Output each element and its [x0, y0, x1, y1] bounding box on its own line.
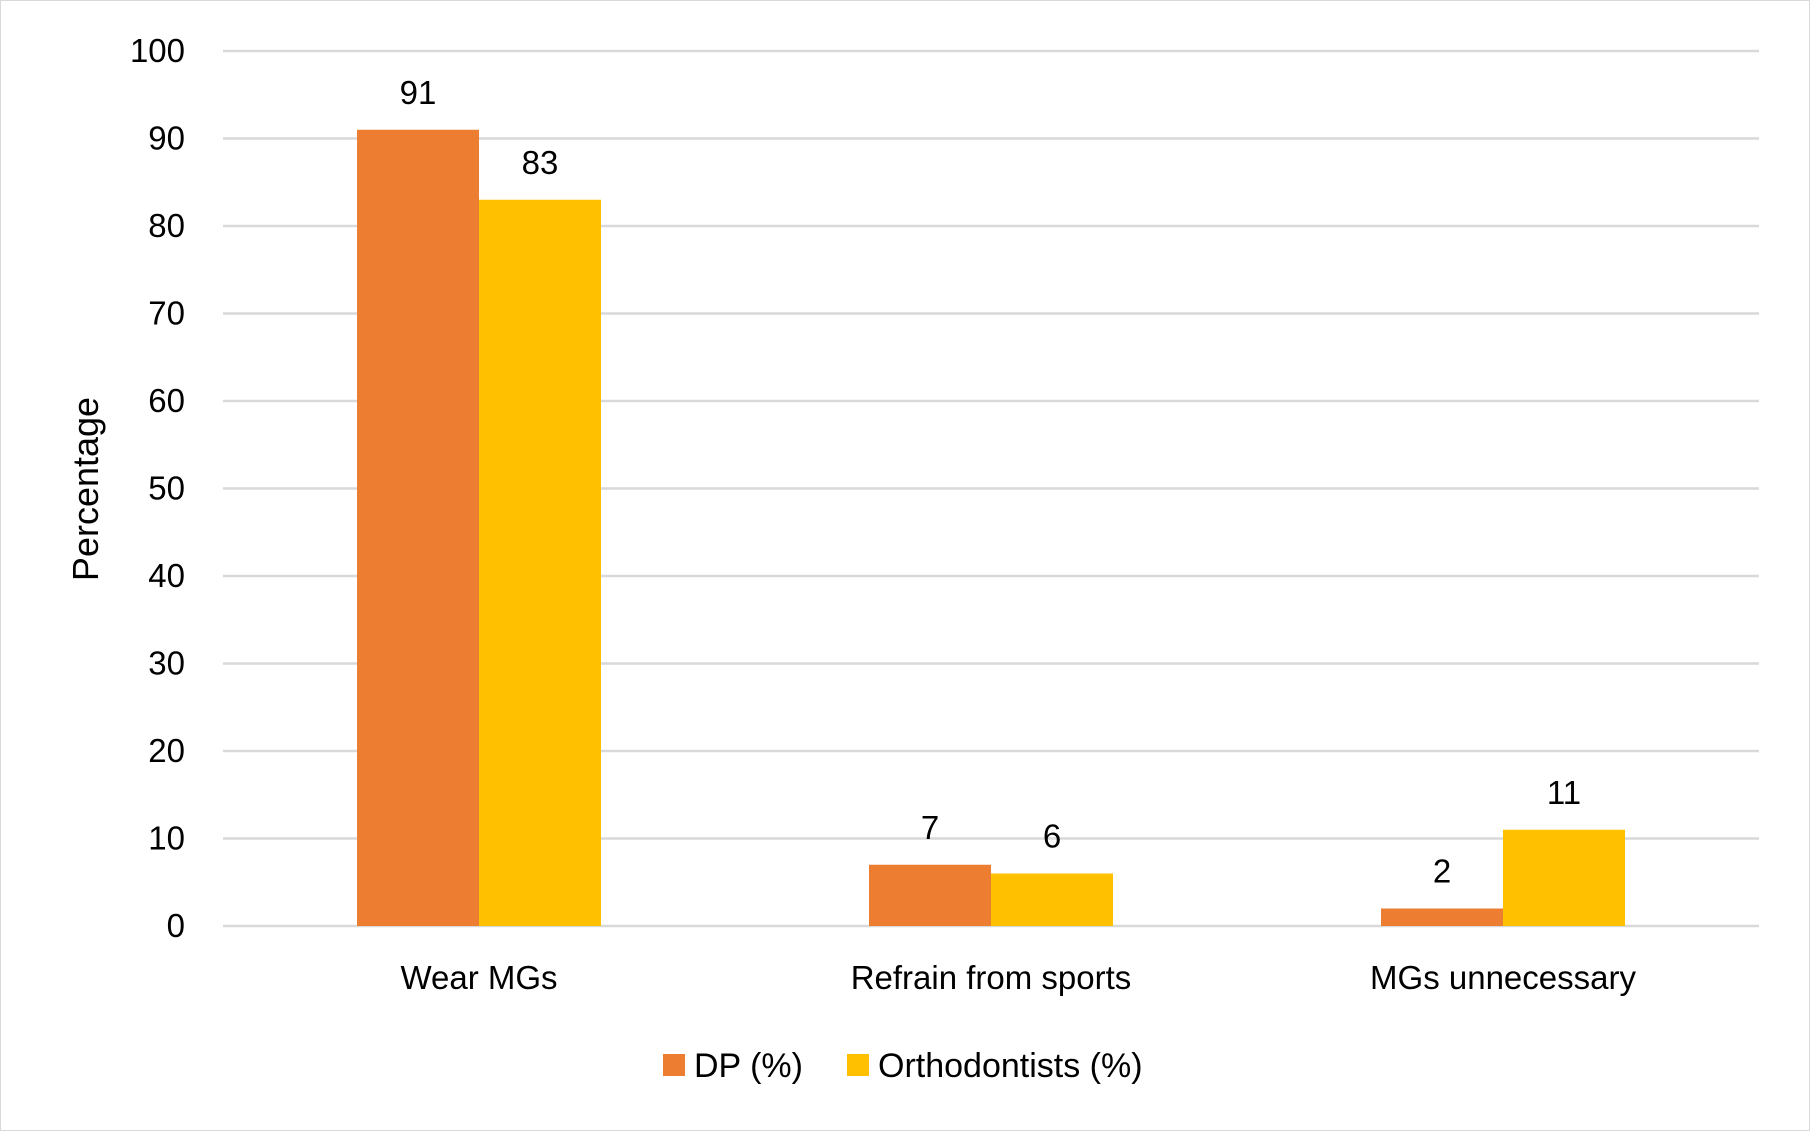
data-label-dp-0: 91	[400, 74, 437, 111]
data-labels: 91 83 7 6 2 11	[400, 74, 1581, 890]
legend-swatch-dp	[663, 1054, 685, 1076]
y-tick-label-80: 80	[148, 207, 185, 244]
data-label-dp-1: 7	[921, 809, 939, 846]
data-label-dp-2: 2	[1433, 853, 1451, 890]
x-tick-label-2: MGs unnecessary	[1370, 959, 1636, 996]
bar-dp-1	[869, 864, 991, 926]
bar-orthodontists-0	[479, 199, 601, 926]
x-tick-label-1: Refrain from sports	[851, 959, 1132, 996]
y-tick-label-0: 0	[167, 907, 185, 944]
legend: DP (%) Orthodontists (%)	[663, 1047, 1143, 1085]
y-tick-label-50: 50	[148, 470, 185, 507]
y-axis-ticks: 0 10 20 30 40 50 60 70 80 90 100	[130, 32, 185, 944]
y-tick-label-70: 70	[148, 295, 185, 332]
bar-orthodontists-1	[991, 873, 1113, 926]
y-tick-label-30: 30	[148, 645, 185, 682]
y-tick-label-100: 100	[130, 32, 185, 69]
bar-dp-0	[357, 129, 479, 926]
data-label-orthodontists-2: 11	[1547, 774, 1581, 811]
x-axis-ticks: Wear MGs Refrain from sports MGs unnecessa…	[400, 959, 1636, 996]
legend-label-orthodontists: Orthodontists (%)	[878, 1047, 1143, 1085]
y-axis-title: Percentage	[65, 397, 106, 581]
y-tick-label-20: 20	[148, 732, 185, 769]
legend-swatch-orthodontists	[847, 1054, 869, 1076]
legend-label-dp: DP (%)	[694, 1047, 803, 1085]
y-tick-label-10: 10	[148, 820, 185, 857]
y-tick-label-60: 60	[148, 382, 185, 419]
x-tick-label-0: Wear MGs	[400, 959, 557, 996]
y-tick-label-40: 40	[148, 557, 185, 594]
bar-dp-2	[1381, 908, 1503, 926]
data-label-orthodontists-0: 83	[522, 144, 559, 181]
data-label-orthodontists-1: 6	[1043, 818, 1061, 855]
bar-orthodontists-2	[1503, 829, 1625, 926]
y-tick-label-90: 90	[148, 120, 185, 157]
bars	[357, 129, 1625, 926]
